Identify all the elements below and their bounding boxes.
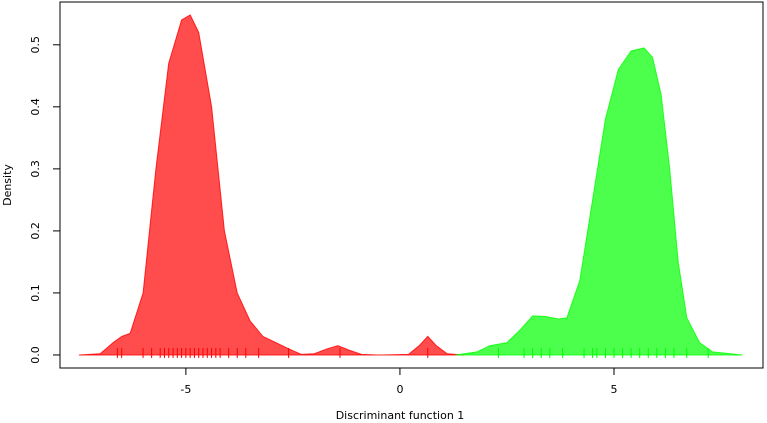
density-area — [455, 47, 743, 356]
x-tick-label: -5 — [180, 383, 191, 396]
y-axis-label: Density — [1, 164, 14, 206]
x-tick-label: 5 — [611, 383, 618, 396]
x-tick-label: 0 — [396, 383, 403, 396]
y-tick-label: 0.1 — [29, 284, 42, 302]
y-tick-label: 0.3 — [29, 160, 42, 178]
density-area — [78, 14, 465, 356]
y-tick-label: 0.0 — [29, 346, 42, 364]
y-tick-label: 0.4 — [29, 98, 42, 116]
y-tick-label: 0.2 — [29, 222, 42, 240]
y-tick-label: 0.5 — [29, 36, 42, 54]
x-axis-label: Discriminant function 1 — [336, 409, 465, 422]
